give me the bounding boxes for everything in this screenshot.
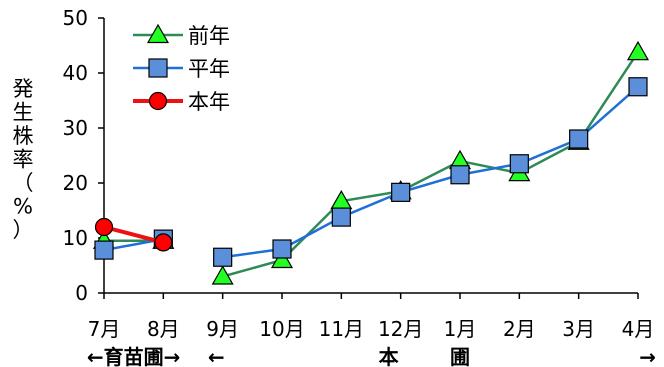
series-line <box>222 51 640 278</box>
series-line <box>103 225 164 245</box>
period-label: ← <box>208 345 225 367</box>
period-labels: ←育苗圃→ ← 本 圃 → <box>87 345 656 367</box>
data-point <box>626 40 650 61</box>
legend-marker <box>146 23 170 44</box>
legend-label: 本年 <box>188 90 230 114</box>
data-point <box>272 239 292 259</box>
y-axis-title: 発生株率（%） <box>13 77 34 242</box>
y-tick-label: 40 <box>63 61 88 85</box>
y-tick-label: 20 <box>63 171 88 195</box>
y-axis-label: 発生株率（%） <box>13 77 34 242</box>
x-tick-label: 8月 <box>147 317 180 341</box>
x-tick-label: 1月 <box>444 317 477 341</box>
legend-label: 平年 <box>188 57 230 81</box>
x-tick-label: 7月 <box>88 317 121 341</box>
series-triangle <box>92 40 650 285</box>
period-label: 圃 <box>450 345 470 367</box>
y-tick-label: 10 <box>63 226 88 250</box>
data-point <box>213 247 233 267</box>
y-tick-label: 30 <box>63 116 88 140</box>
x-tick-label: 11月 <box>319 317 364 341</box>
data-point <box>569 129 589 149</box>
data-point <box>628 77 648 97</box>
data-point <box>331 207 351 227</box>
period-label: ←育苗圃→ <box>87 345 181 367</box>
series-square <box>94 77 648 267</box>
data-point <box>211 265 234 285</box>
legend-marker <box>148 91 168 111</box>
period-label: → <box>639 345 656 367</box>
data-point <box>154 233 173 252</box>
x-tick-label: 2月 <box>503 317 536 341</box>
series-group <box>92 40 650 285</box>
period-label: 本 <box>379 345 399 367</box>
x-tick-label: 10月 <box>259 317 304 341</box>
x-tick-label: 3月 <box>562 317 595 341</box>
x-tick-label: 9月 <box>206 317 239 341</box>
y-tick-label: 0 <box>75 281 88 305</box>
legend-marker <box>148 58 168 78</box>
data-point <box>94 217 114 237</box>
data-point <box>450 165 470 185</box>
y-tick-labels: 0 10 20 30 40 50 <box>63 6 88 305</box>
axes <box>98 17 639 299</box>
y-tick-label: 50 <box>63 6 88 30</box>
data-point <box>509 154 529 174</box>
data-point <box>270 248 294 269</box>
legend-label: 前年 <box>188 24 230 48</box>
data-point <box>391 182 411 202</box>
series-circle <box>94 217 173 252</box>
x-tick-labels: 7月 8月 9月 10月 11月 12月 1月 2月 3月 4月 <box>88 317 655 341</box>
data-point <box>94 240 114 260</box>
x-tick-label: 12月 <box>378 317 423 341</box>
x-tick-label: 4月 <box>622 317 655 341</box>
series-line <box>222 85 639 259</box>
